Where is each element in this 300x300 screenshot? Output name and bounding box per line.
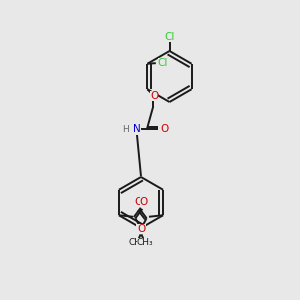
Text: O: O bbox=[140, 197, 148, 207]
Text: CH₃: CH₃ bbox=[129, 238, 145, 247]
Text: O: O bbox=[160, 124, 168, 134]
Text: Cl: Cl bbox=[158, 58, 168, 68]
Text: H: H bbox=[122, 125, 129, 134]
Text: O: O bbox=[150, 91, 158, 101]
Text: CH₃: CH₃ bbox=[137, 238, 153, 247]
Text: O: O bbox=[134, 197, 142, 207]
Text: O: O bbox=[137, 224, 146, 234]
Text: O: O bbox=[136, 224, 145, 234]
Text: Cl: Cl bbox=[164, 32, 175, 42]
Text: N: N bbox=[133, 124, 140, 134]
